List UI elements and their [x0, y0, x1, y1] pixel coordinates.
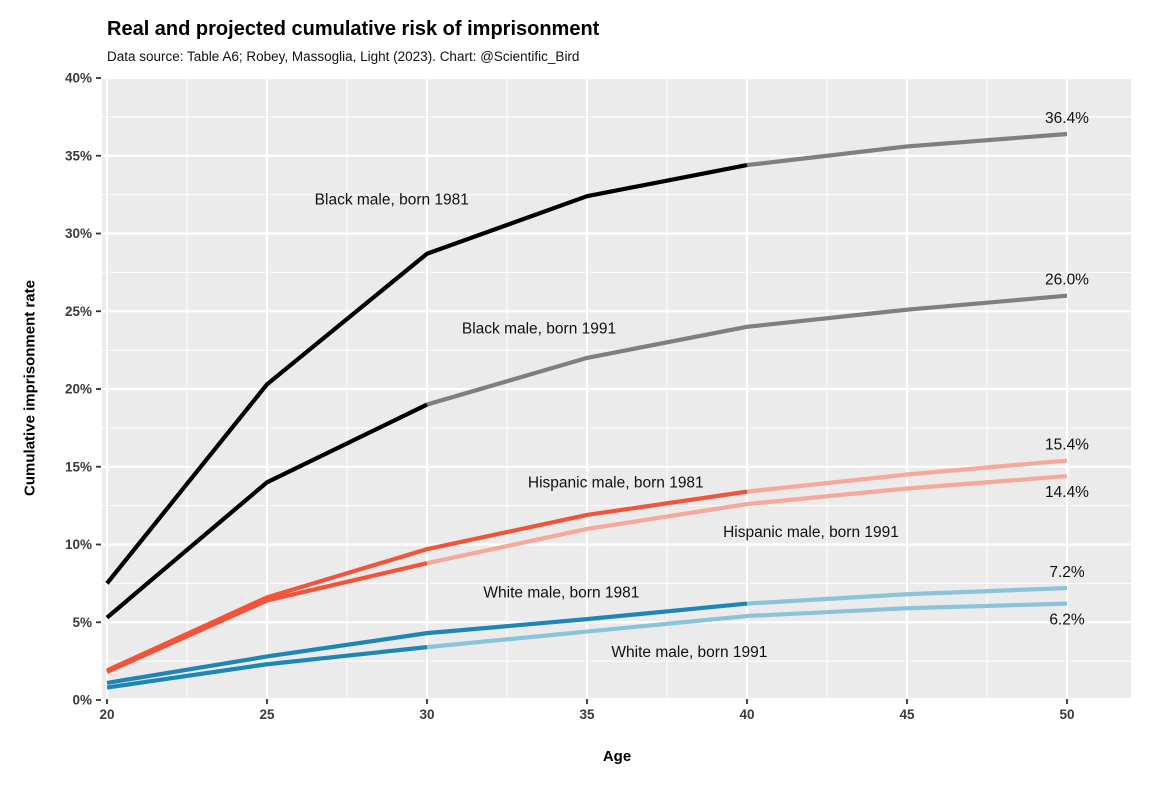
x-tick-label: 30	[419, 707, 434, 722]
series-label-black-male-born-1981: Black male, born 1981	[315, 191, 469, 208]
series-line-projected-black-male-born-1991	[426, 293, 1068, 407]
x-tick-label: 25	[259, 707, 275, 722]
y-axis-title: Cumulative imprisonment rate	[21, 280, 39, 496]
y-tick-label: 40%	[65, 71, 92, 86]
series-line-projected-hispanic-male-born-1991	[426, 473, 1068, 566]
series-line-projected-hispanic-male-born-1981	[746, 458, 1068, 494]
series-line-real-black-male-born-1981	[105, 163, 748, 585]
y-tick-label: 30%	[65, 226, 92, 241]
x-tick-label: 50	[1059, 707, 1074, 722]
series-label-white-male-born-1981: White male, born 1981	[483, 585, 639, 602]
end-value-label-white-male-born-1981: 7.2%	[1049, 564, 1085, 581]
chart-title: Real and projected cumulative risk of im…	[107, 18, 600, 40]
y-tick-label: 5%	[72, 615, 92, 630]
series-line-projected-white-male-born-1981	[746, 585, 1068, 606]
series-label-hispanic-male-born-1991: Hispanic male, born 1991	[723, 524, 899, 541]
y-tick-label: 35%	[65, 148, 92, 163]
series-line-real-black-male-born-1991	[105, 402, 428, 620]
series-line-real-white-male-born-1991	[106, 645, 428, 690]
series-label-hispanic-male-born-1981: Hispanic male, born 1981	[528, 474, 704, 491]
x-axis-title: Age	[602, 748, 632, 765]
series-line-real-hispanic-male-born-1981	[106, 489, 748, 673]
series-line-projected-black-male-born-1981	[746, 131, 1068, 168]
end-value-label-hispanic-male-born-1981: 15.4%	[1045, 437, 1089, 454]
series-label-black-male-born-1991: Black male, born 1991	[462, 320, 616, 337]
end-value-label-black-male-born-1991: 26.0%	[1045, 272, 1089, 289]
y-tick-label: 25%	[65, 304, 92, 319]
end-value-label-black-male-born-1981: 36.4%	[1045, 110, 1089, 127]
x-tick-label: 45	[899, 707, 915, 722]
series-label-white-male-born-1991: White male, born 1991	[611, 644, 767, 661]
series-line-real-white-male-born-1981	[106, 601, 748, 685]
x-tick-label: 35	[579, 707, 595, 722]
y-tick-label: 10%	[65, 537, 92, 552]
end-value-label-hispanic-male-born-1991: 14.4%	[1045, 484, 1089, 501]
y-tick-label: 15%	[65, 459, 92, 474]
series-line-projected-white-male-born-1991	[426, 601, 1068, 650]
y-tick-label: 20%	[65, 382, 92, 397]
y-tick-label: 0%	[72, 693, 92, 708]
chart-subtitle: Data source: Table A6; Robey, Massoglia,…	[107, 49, 580, 64]
x-tick-label: 40	[739, 707, 754, 722]
x-tick-label: 20	[99, 707, 114, 722]
end-value-label-white-male-born-1991: 6.2%	[1049, 612, 1085, 629]
